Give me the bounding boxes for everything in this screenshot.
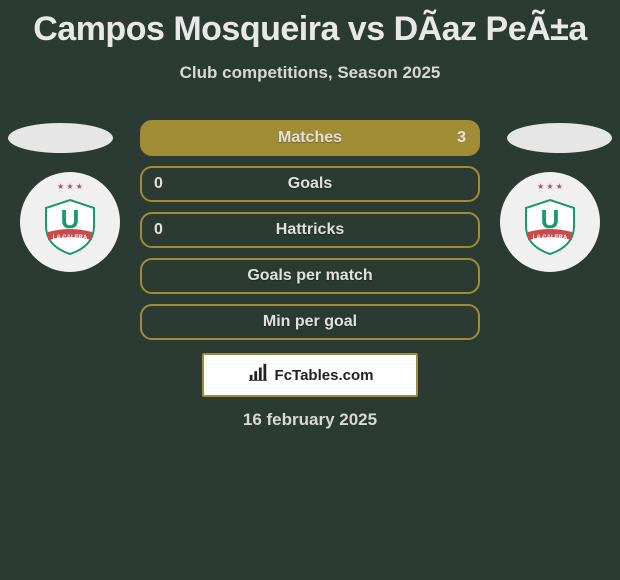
brand-watermark: FcTables.com xyxy=(202,353,418,397)
stat-left-value: 0 xyxy=(154,175,163,193)
svg-text:LA CALERA: LA CALERA xyxy=(533,235,568,241)
stat-label: Goals xyxy=(288,175,332,193)
stat-row-goals: 0 Goals xyxy=(140,166,480,202)
stat-row-hattricks: 0 Hattricks xyxy=(140,212,480,248)
stat-label: Goals per match xyxy=(247,267,372,285)
footer-date: 16 february 2025 xyxy=(0,410,620,430)
badge-stars-icon: ★ ★ ★ xyxy=(57,182,83,191)
stat-label: Hattricks xyxy=(276,221,344,239)
stat-row-matches: Matches 3 xyxy=(140,120,480,156)
chart-icon xyxy=(247,362,269,388)
stat-left-value: 0 xyxy=(154,221,163,239)
stat-label: Matches xyxy=(278,129,342,147)
brand-text: FcTables.com xyxy=(275,367,374,384)
club-shield-icon: U LA CALERA xyxy=(40,196,100,256)
stat-label: Min per goal xyxy=(263,313,357,331)
club-badge-right: ★ ★ ★ U LA CALERA xyxy=(500,172,600,272)
player-photo-placeholder-left xyxy=(8,123,113,153)
stat-row-goals-per-match: Goals per match xyxy=(140,258,480,294)
club-badge-left: ★ ★ ★ U LA CALERA xyxy=(20,172,120,272)
page-subtitle: Club competitions, Season 2025 xyxy=(0,63,620,83)
club-shield-icon: U LA CALERA xyxy=(520,196,580,256)
page-title: Campos Mosqueira vs DÃ­az PeÃ±a xyxy=(0,0,620,49)
stat-right-value: 3 xyxy=(457,129,466,147)
stats-container: Matches 3 0 Goals 0 Hattricks Goals per … xyxy=(140,120,480,350)
badge-stars-icon: ★ ★ ★ xyxy=(537,182,563,191)
svg-text:LA CALERA: LA CALERA xyxy=(53,235,88,241)
stat-row-min-per-goal: Min per goal xyxy=(140,304,480,340)
player-photo-placeholder-right xyxy=(507,123,612,153)
